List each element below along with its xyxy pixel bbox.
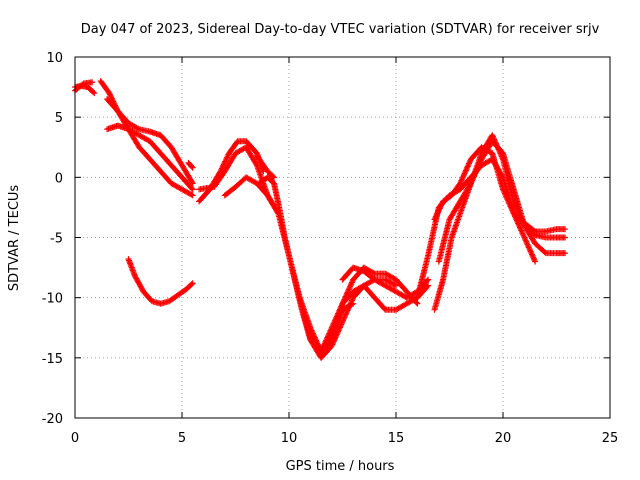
series-track-17 (431, 144, 569, 235)
data-point (90, 89, 97, 96)
data-point (188, 281, 195, 288)
y-tick-label: 5 (55, 111, 63, 126)
series-track-5 (104, 96, 196, 187)
x-tick-label: 0 (71, 431, 79, 446)
y-tick-label: -15 (42, 352, 63, 367)
data-point (223, 155, 230, 162)
data-point (188, 185, 195, 192)
series-track-14 (307, 282, 432, 355)
data-point (432, 215, 439, 222)
data-point (89, 79, 96, 86)
data-point (79, 81, 86, 88)
data-point (562, 250, 569, 257)
series-track-2 (72, 79, 96, 94)
data-point (532, 258, 539, 265)
x-tick-label: 10 (281, 431, 298, 446)
x-tick-label: 15 (388, 431, 405, 446)
x-tick-label: 20 (495, 431, 512, 446)
data-point (435, 208, 442, 215)
data-point (108, 94, 115, 101)
data-point (370, 269, 377, 276)
series-track-4 (104, 122, 196, 193)
y-tick-label: -20 (42, 412, 63, 427)
series-track-7 (185, 159, 196, 171)
data-point (436, 206, 443, 213)
data-point (91, 90, 98, 97)
data-point (222, 158, 229, 165)
y-tick-label: 0 (55, 171, 63, 186)
y-tick-label: -5 (50, 232, 63, 247)
data-point (224, 154, 231, 161)
data-point (438, 202, 445, 209)
x-axis-ticks: 0 5 10 15 20 25 (71, 57, 618, 446)
chart-title: Day 047 of 2023, Sidereal Day-to-day VTE… (81, 22, 600, 37)
data-point (414, 300, 421, 307)
data-point (437, 203, 444, 210)
y-tick-label: -10 (42, 292, 63, 307)
data-point (106, 90, 113, 97)
data-point (106, 91, 113, 98)
data-point (424, 277, 431, 284)
data-point (222, 157, 229, 164)
y-axis-label: SDTVAR / TECUs (7, 185, 22, 292)
data-point (431, 216, 438, 223)
series-track-6 (125, 256, 196, 307)
data-point (188, 179, 195, 186)
data-point (188, 191, 195, 198)
y-axis-ticks: -20 -15 -10 -5 0 5 10 (42, 51, 610, 427)
data-points (72, 78, 569, 361)
x-tick-label: 5 (178, 431, 186, 446)
data-point (541, 249, 548, 256)
data-point (562, 234, 569, 241)
data-point (434, 210, 441, 217)
data-point (269, 173, 276, 180)
series-track-18 (431, 132, 569, 313)
series-track-11 (253, 152, 278, 181)
data-point (562, 226, 569, 233)
data-point (434, 209, 441, 216)
data-point (189, 164, 196, 171)
series-track-8 (196, 138, 267, 205)
data-point (224, 153, 231, 160)
data-point (433, 212, 440, 219)
series-track-19 (435, 138, 569, 265)
data-point (189, 280, 196, 287)
data-point (432, 213, 439, 220)
data-point (107, 92, 114, 99)
data-point (253, 161, 260, 168)
data-point (391, 281, 398, 288)
data-point (188, 163, 195, 170)
data-point (467, 181, 474, 188)
data-point (189, 186, 196, 193)
data-point (436, 205, 443, 212)
x-axis-label: GPS time / hours (286, 459, 395, 474)
data-point (438, 201, 445, 208)
y-tick-label: 10 (46, 51, 63, 66)
data-point (271, 174, 278, 181)
x-tick-label: 25 (602, 431, 619, 446)
data-point (134, 125, 141, 132)
data-point (425, 276, 432, 283)
grid-lines (75, 57, 610, 418)
data-point (189, 180, 196, 187)
data-point (189, 192, 196, 199)
